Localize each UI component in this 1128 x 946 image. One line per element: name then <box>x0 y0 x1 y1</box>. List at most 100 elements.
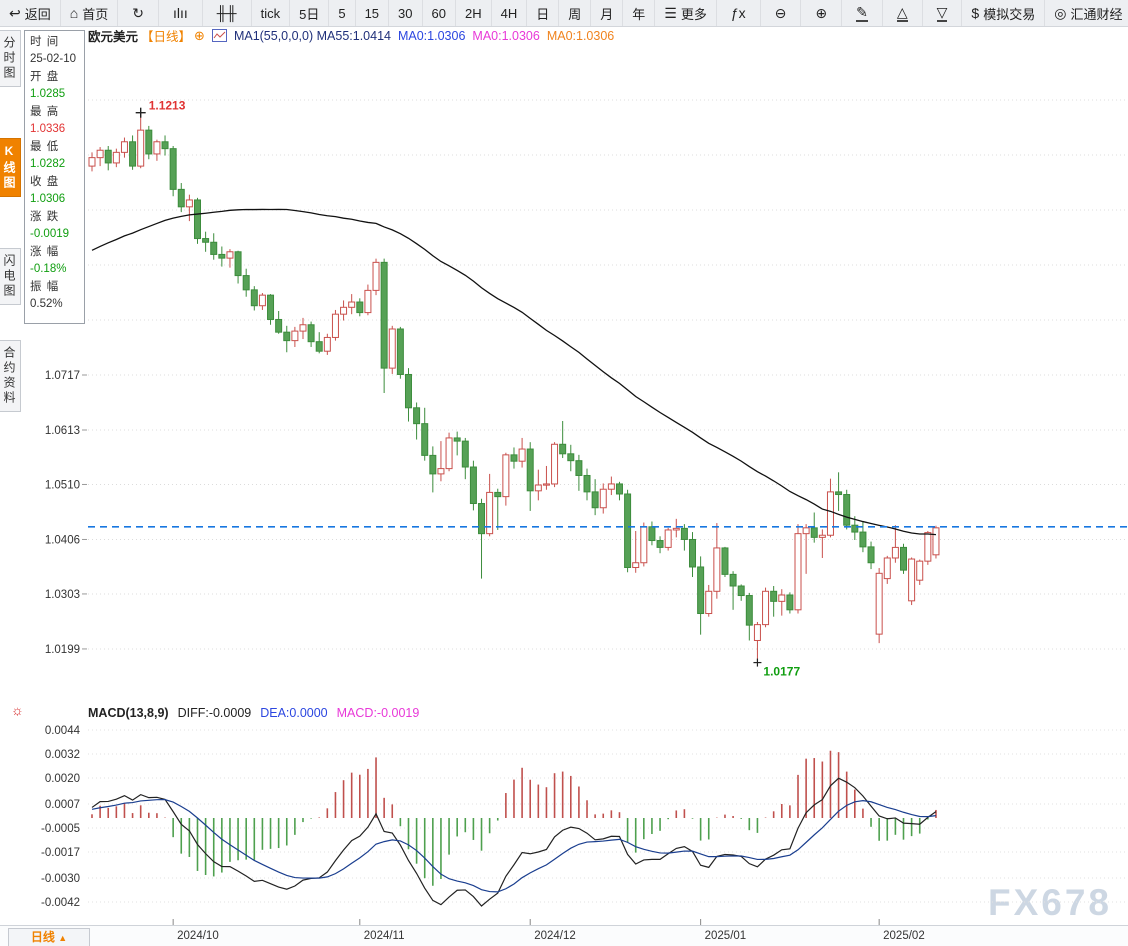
zoom-out-button[interactable]: ⊖ <box>761 0 802 26</box>
interval-2h[interactable]: 2H <box>456 0 492 26</box>
svg-text:0.0044: 0.0044 <box>45 725 81 737</box>
svg-text:1.0303: 1.0303 <box>45 589 80 601</box>
more-button[interactable]: ☰ 更多 <box>655 0 717 26</box>
info-label: 涨 幅 <box>30 245 60 258</box>
macd-dea-readout: DEA:0.0000 <box>260 706 328 720</box>
interval-60m-label: 60 <box>431 5 446 21</box>
macd-diff-readout: DIFF:-0.0009 <box>177 706 252 720</box>
shape-triangle-up-button[interactable]: △ <box>883 0 923 26</box>
macd-macd-readout: MACD:-0.0019 <box>336 706 420 720</box>
interval-tick-label: tick <box>260 5 281 21</box>
interval-4h[interactable]: 4H <box>492 0 528 26</box>
interval-5d[interactable]: 5日 <box>290 0 330 26</box>
interval-5m[interactable]: 5 <box>329 0 356 26</box>
time-axis-bar: 日线 ▲ 2024/10 2024/11 2024/12 2025/01 2025/02 <box>0 925 1128 946</box>
info-label: 最 低 <box>30 140 60 153</box>
info-label: 时 间 <box>30 36 60 48</box>
svg-text:1.0177: 1.0177 <box>763 665 800 679</box>
interval-tick[interactable]: tick <box>252 0 291 26</box>
fx678-brand-button[interactable]: ◎ 汇通财经 <box>1045 0 1128 26</box>
x-axis-label: 2024/12 <box>534 930 576 942</box>
shape-triangle-down-button[interactable]: ▽ <box>923 0 963 26</box>
svg-text:-0.0017: -0.0017 <box>41 847 80 859</box>
info-value: 25-02-10 <box>30 53 77 66</box>
home-button[interactable]: ⌂ 首页 <box>61 0 119 26</box>
home-icon: ⌂ <box>69 5 79 21</box>
more-button-label: 更多 <box>680 6 707 22</box>
interval-15m[interactable]: 15 <box>356 0 390 26</box>
info-label: 最 高 <box>30 105 60 118</box>
tab-kline-chart[interactable]: K线图 <box>0 138 21 197</box>
svg-text:0.0007: 0.0007 <box>45 799 80 811</box>
svg-text:1.1213: 1.1213 <box>149 99 186 113</box>
macd-settings-icon[interactable]: ☼ <box>11 702 24 718</box>
interval-4h-label: 4H <box>500 5 518 21</box>
interval-month[interactable]: 月 <box>591 0 624 26</box>
interval-week-label: 周 <box>568 6 582 22</box>
tab-time-chart[interactable]: 分时图 <box>0 30 21 87</box>
zoom-out-icon: ⊖ <box>774 5 787 21</box>
fx678-brand-button-label: 汇通财经 <box>1070 6 1123 22</box>
indicator-fx-button[interactable]: ƒx <box>717 0 761 26</box>
macd-header: MACD(13,8,9) DIFF:-0.0009 DEA:0.0000 MAC… <box>88 705 419 721</box>
svg-text:1.0717: 1.0717 <box>45 370 80 382</box>
interval-30m[interactable]: 30 <box>389 0 423 26</box>
chart-header: 欧元美元 【日线】 ⊕ MA1(55,0,0,0) MA55:1.0414 MA… <box>88 27 615 45</box>
triangle-up-icon: △ <box>896 3 908 22</box>
home-button-label: 首页 <box>82 6 109 22</box>
svg-text:-0.0030: -0.0030 <box>41 873 80 885</box>
candlestick-icon: ╫╫ <box>216 5 237 21</box>
bar-chart-icon: ılıı <box>172 5 188 21</box>
draw-pencil-button[interactable]: ✎ <box>842 0 883 26</box>
info-value: 1.0306 <box>30 193 66 206</box>
info-label: 涨 跌 <box>30 210 60 223</box>
svg-text:-0.0042: -0.0042 <box>41 897 80 909</box>
zoom-in-button[interactable]: ⊕ <box>801 0 843 26</box>
period-label[interactable]: 【日线】 <box>141 30 192 44</box>
svg-text:1.0199: 1.0199 <box>45 644 80 656</box>
tab-contract-info[interactable]: 合约资料 <box>0 340 21 412</box>
interval-2h-label: 2H <box>464 5 482 21</box>
interval-5d-label: 5日 <box>299 6 320 22</box>
ma0-blue-readout: MA0:1.0306 <box>397 28 466 43</box>
add-indicator-icon[interactable]: ⊕ <box>194 27 205 43</box>
interval-60m[interactable]: 60 <box>423 0 456 26</box>
bar-chart-type-button[interactable]: ılıı <box>159 0 203 26</box>
dollar-icon: $ <box>971 5 980 21</box>
back-button[interactable]: ↩ 返回 <box>0 0 61 26</box>
refresh-button[interactable]: ↻ <box>118 0 159 26</box>
interval-5m-label: 5 <box>338 5 346 21</box>
info-value: 1.0285 <box>30 88 66 101</box>
back-icon: ↩ <box>9 5 21 21</box>
interval-day-label: 日 <box>536 6 550 22</box>
refresh-icon: ↻ <box>132 5 144 21</box>
back-button-label: 返回 <box>24 6 51 22</box>
pencil-icon: ✎ <box>856 3 868 22</box>
demo-trade-button[interactable]: $ 模拟交易 <box>962 0 1046 26</box>
ohlc-info-panel: 时 间 25-02-10 开 盘 1.0285 最 高 1.0336 最 低 1.0282 收 … <box>24 30 85 324</box>
candle-chart-type-button[interactable]: ╫╫ <box>203 0 252 26</box>
interval-year-label: 年 <box>632 6 646 22</box>
ma1-readout: MA1(55,0,0,0) MA55:1.0414 <box>233 28 391 43</box>
ma0-orange-readout: MA0:1.0306 <box>546 28 615 43</box>
toolbar: ↩ 返回 ⌂ 首页 ↻ ılıı ╫╫ tick 5日 5 15 30 60 2H 4H 日周月年 ☰ 更多 ƒx ⊖… <box>0 0 1128 27</box>
info-label: 收 盘 <box>30 175 60 188</box>
ma0-magenta-readout: MA0:1.0306 <box>472 28 540 43</box>
tab-lightning-chart[interactable]: 闪电图 <box>0 248 21 305</box>
interval-week[interactable]: 周 <box>559 0 592 26</box>
info-label: 振 幅 <box>30 280 60 293</box>
interval-day[interactable]: 日 <box>527 0 560 26</box>
info-value: 1.0282 <box>30 158 66 171</box>
info-value: -0.0019 <box>30 228 70 241</box>
interval-year[interactable]: 年 <box>623 0 656 26</box>
macd-title: MACD(13,8,9) <box>88 706 169 720</box>
symbol-title: 欧元美元 <box>88 30 139 44</box>
triangle-down-icon: ▽ <box>936 3 948 22</box>
indicator-window-icon[interactable] <box>211 29 227 42</box>
info-value: -0.18% <box>30 263 67 276</box>
x-axis-label: 2025/01 <box>704 930 747 942</box>
x-axis-label: 2025/02 <box>883 930 925 942</box>
price-and-macd-chart[interactable]: 1.0717 1.0613 1.0510 1.0406 1.0303 1.0199 0.00… <box>0 45 1128 946</box>
period-selector[interactable]: 日线 ▲ <box>8 928 90 946</box>
